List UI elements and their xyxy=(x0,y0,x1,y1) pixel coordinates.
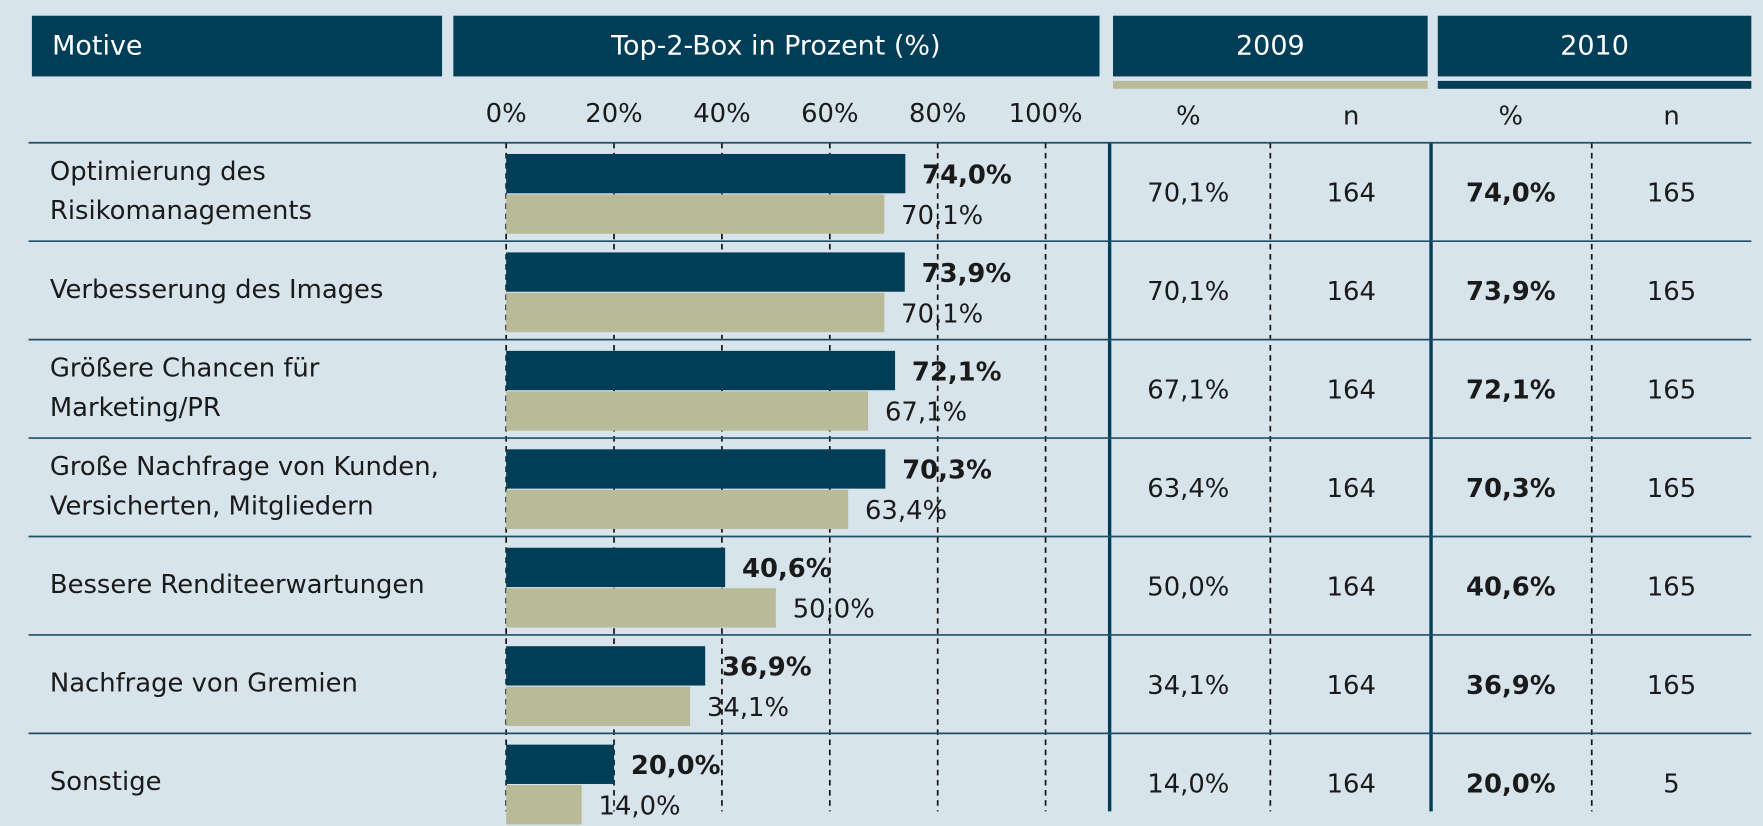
table-cell: 165 xyxy=(1647,277,1696,307)
table-cell: 164 xyxy=(1327,671,1376,701)
bar xyxy=(506,686,691,726)
x-tick-label: 40% xyxy=(693,99,750,129)
x-tick-label: 100% xyxy=(1009,99,1083,129)
category-label: Große Nachfrage von Kunden, xyxy=(50,452,439,482)
table-cell: 14,0% xyxy=(1147,769,1229,799)
bar xyxy=(506,588,776,628)
bar xyxy=(506,489,849,530)
bar xyxy=(506,292,885,333)
table-cell: 72,1% xyxy=(1466,376,1556,406)
table-cell: 20,0% xyxy=(1466,769,1556,799)
header-chart: Top-2-Box in Prozent (%) xyxy=(610,31,940,62)
data-label: 50,0% xyxy=(793,595,875,625)
table-cell: 165 xyxy=(1647,474,1696,504)
data-label: 72,1% xyxy=(912,357,1002,387)
data-label: 70,1% xyxy=(901,201,983,231)
category-label: Größere Chancen für xyxy=(50,354,320,384)
table-cell: 67,1% xyxy=(1147,376,1229,406)
table-cell: 165 xyxy=(1647,179,1696,209)
table-cell: 165 xyxy=(1647,572,1696,602)
bar xyxy=(506,646,706,686)
column-header: % xyxy=(1176,101,1201,131)
data-label: 70,3% xyxy=(902,456,992,486)
header-box xyxy=(31,15,443,77)
legend-swatch xyxy=(1113,80,1428,89)
bar xyxy=(506,547,726,588)
table-cell: 70,1% xyxy=(1147,277,1229,307)
data-label: 67,1% xyxy=(885,398,967,428)
table-cell: 164 xyxy=(1327,376,1376,406)
table-cell: 40,6% xyxy=(1466,572,1556,602)
table-cell: 70,1% xyxy=(1147,179,1229,209)
data-label: 70,1% xyxy=(901,299,983,329)
table-cell: 5 xyxy=(1663,769,1679,799)
header-box xyxy=(1113,15,1428,77)
bar xyxy=(506,785,582,825)
bar xyxy=(506,252,905,292)
bar xyxy=(506,350,896,391)
data-label: 14,0% xyxy=(599,792,681,822)
bar xyxy=(506,744,615,784)
table-cell: 164 xyxy=(1327,474,1376,504)
table-cell: 164 xyxy=(1327,277,1376,307)
column-header: n xyxy=(1663,101,1679,131)
table-cell: 50,0% xyxy=(1147,572,1229,602)
table-cell: 73,9% xyxy=(1466,277,1556,307)
category-label: Verbesserung des Images xyxy=(50,275,384,305)
category-label: Bessere Renditeerwartungen xyxy=(50,570,425,600)
category-label: Marketing/PR xyxy=(50,393,221,423)
table-cell: 74,0% xyxy=(1466,179,1556,209)
table-cell: 34,1% xyxy=(1147,671,1229,701)
data-label: 34,1% xyxy=(707,693,789,723)
table-cell: 36,9% xyxy=(1466,671,1556,701)
x-tick-label: 0% xyxy=(486,99,527,129)
category-label: Risikomanagements xyxy=(50,196,312,226)
column-header: n xyxy=(1343,101,1359,131)
legend-swatch xyxy=(1437,80,1752,89)
category-label: Versicherten, Mitgliedern xyxy=(50,491,374,521)
table-cell: 164 xyxy=(1327,179,1376,209)
x-tick-label: 60% xyxy=(801,99,858,129)
bar xyxy=(506,153,906,194)
column-header: % xyxy=(1499,101,1524,131)
legend-label: 2009 xyxy=(1236,31,1305,62)
x-tick-label: 20% xyxy=(585,99,642,129)
header-box xyxy=(1437,15,1752,77)
table-cell: 164 xyxy=(1327,572,1376,602)
data-label: 20,0% xyxy=(631,751,721,781)
bar xyxy=(506,449,886,489)
table-cell: 63,4% xyxy=(1147,474,1229,504)
table-cell: 164 xyxy=(1327,769,1376,799)
data-label: 63,4% xyxy=(865,496,947,526)
table-cell: 70,3% xyxy=(1466,474,1556,504)
bar xyxy=(506,194,885,234)
header-box xyxy=(453,15,1100,77)
header-motive: Motive xyxy=(52,31,142,62)
category-label: Sonstige xyxy=(50,767,162,797)
bar xyxy=(506,391,869,431)
table-cell: 165 xyxy=(1647,376,1696,406)
data-label: 73,9% xyxy=(922,259,1012,289)
table-cell: 165 xyxy=(1647,671,1696,701)
x-tick-label: 80% xyxy=(909,99,966,129)
legend-label: 2010 xyxy=(1560,31,1629,62)
category-label: Optimierung des xyxy=(50,157,266,187)
data-label: 40,6% xyxy=(742,554,832,584)
data-label: 74,0% xyxy=(922,160,1012,190)
data-label: 36,9% xyxy=(722,653,812,683)
category-label: Nachfrage von Gremien xyxy=(50,669,358,699)
